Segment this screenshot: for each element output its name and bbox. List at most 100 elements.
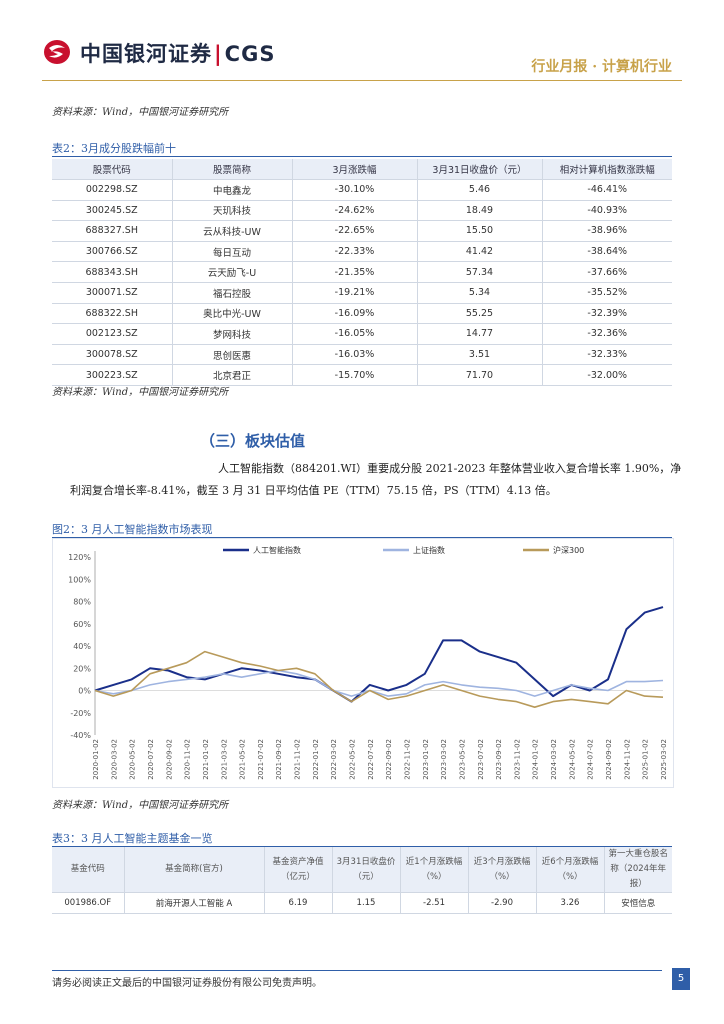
- table-cell: 71.70: [416, 364, 542, 386]
- col-header: 基金简称(官方): [123, 847, 264, 893]
- table-cell: 300223.SZ: [52, 364, 172, 386]
- table-cell: 15.50: [416, 220, 542, 242]
- x-tick-label: 2025-03-02: [660, 739, 668, 780]
- table-cell: 300078.SZ: [52, 344, 172, 366]
- table-cell: -22.33%: [291, 241, 417, 263]
- table-cell: 300071.SZ: [52, 282, 172, 304]
- table-cell: 3.51: [416, 344, 542, 366]
- table3-caption: 表3：3 月人工智能主题基金一览: [52, 832, 213, 845]
- table-row: 688322.SH 奥比中光-UW -16.09% 55.25 -32.39%: [52, 303, 672, 325]
- col-header: 3月31日收盘价（元）: [416, 159, 542, 180]
- company-logo-icon: [44, 40, 70, 64]
- series-line-1: [94, 669, 664, 697]
- section-title: （三）板块估值: [200, 432, 306, 450]
- table-cell: 688322.SH: [52, 303, 172, 325]
- table-cell: -2.51: [399, 892, 468, 914]
- col-header: 股票简称: [171, 159, 292, 180]
- table-cell: -16.05%: [291, 323, 417, 345]
- table-cell: 北京君正: [171, 364, 292, 386]
- x-tick-label: 2023-03-02: [440, 739, 448, 780]
- table-cell: -32.00%: [541, 364, 672, 386]
- table-cell: 天玑科技: [171, 200, 292, 222]
- index-performance-chart: 120% 100% 80% 60% 40% 20% 0% -20% -40%2020-01-02…: [68, 545, 668, 780]
- x-tick-label: 2022-11-02: [403, 739, 411, 780]
- table-cell: 思创医惠: [171, 344, 292, 366]
- x-tick-label: 2021-03-02: [220, 739, 228, 780]
- x-tick-label: 2020-07-02: [147, 739, 155, 780]
- table-row: 002123.SZ 梦网科技 -16.05% 14.77 -32.36%: [52, 323, 672, 345]
- table-row: 001986.OF 前海开源人工智能 A 6.19 1.15 -2.51 -2.90 3.2…: [52, 892, 672, 914]
- table-cell: 688343.SH: [52, 261, 172, 283]
- table-cell: 奥比中光-UW: [171, 303, 292, 325]
- x-tick-label: 2023-01-02: [422, 739, 430, 780]
- x-tick-label: 2024-03-02: [550, 739, 558, 780]
- x-tick-label: 2020-09-02: [165, 739, 173, 780]
- table-cell: 1.15: [331, 892, 400, 914]
- x-tick-label: 2020-05-02: [129, 739, 137, 780]
- table-cell: -21.35%: [291, 261, 417, 283]
- table-row: 300071.SZ 福石控股 -19.21% 5.34 -35.52%: [52, 282, 672, 304]
- col-header: 相对计算机指数涨跌幅: [541, 159, 672, 180]
- x-tick-label: 2022-09-02: [385, 739, 393, 780]
- x-tick-label: 2024-07-02: [587, 739, 595, 780]
- table-row: 300078.SZ 思创医惠 -16.03% 3.51 -32.33%: [52, 344, 672, 366]
- col-header: 股票代码: [52, 159, 172, 180]
- table-cell: -38.64%: [541, 241, 672, 263]
- figure2-caption: 图2：3 月人工智能指数市场表现: [52, 523, 213, 536]
- x-tick-label: 2020-03-02: [110, 739, 118, 780]
- x-tick-label: 2022-05-02: [349, 739, 357, 780]
- table-cell: 中电鑫龙: [171, 179, 292, 201]
- x-tick-label: 2024-01-02: [532, 739, 540, 780]
- table-cell: 55.25: [416, 303, 542, 325]
- table3-header-row: 基金代码 基金简称(官方) 基金资产净值（亿元） 3月31日收盘价（元） 近1个…: [52, 847, 672, 893]
- table-cell: 300245.SZ: [52, 200, 172, 222]
- table3: 基金代码 基金简称(官方) 基金资产净值（亿元） 3月31日收盘价（元） 近1个…: [52, 847, 672, 914]
- table-cell: -19.21%: [291, 282, 417, 304]
- paragraph-line-1: 人工智能指数（884201.WI）重要成分股 2021-2023 年整体营业收入…: [218, 462, 682, 475]
- table-row: 002298.SZ 中电鑫龙 -30.10% 5.46 -46.41%: [52, 179, 672, 201]
- y-tick-label: 80%: [73, 598, 91, 607]
- table-cell: -35.52%: [541, 282, 672, 304]
- series-line-0: [94, 606, 664, 703]
- x-tick-label: 2021-11-02: [294, 739, 302, 780]
- table-cell: 300766.SZ: [52, 241, 172, 263]
- x-tick-label: 2023-09-02: [495, 739, 503, 780]
- table-cell: 14.77: [416, 323, 542, 345]
- x-tick-label: 2023-05-02: [458, 739, 466, 780]
- legend-label: 沪深300: [553, 545, 584, 555]
- y-tick-label: 0%: [78, 687, 91, 696]
- table-cell: 688327.SH: [52, 220, 172, 242]
- x-tick-label: 2021-05-02: [239, 739, 247, 780]
- x-tick-label: 2023-11-02: [513, 739, 521, 780]
- table2: 股票代码 股票简称 3月涨跌幅 3月31日收盘价（元） 相对计算机指数涨跌幅 0…: [52, 159, 672, 386]
- table-cell: 3.26: [535, 892, 604, 914]
- brand-name: CGS: [224, 42, 276, 66]
- x-tick-label: 2022-03-02: [330, 739, 338, 780]
- table-cell: -24.62%: [291, 200, 417, 222]
- table-cell: 002123.SZ: [52, 323, 172, 345]
- table-row: 688343.SH 云天励飞-U -21.35% 57.34 -37.66%: [52, 261, 672, 283]
- source-note-2: 资料来源：Wind，中国银河证券研究所: [52, 387, 229, 398]
- x-tick-label: 2025-01-02: [642, 739, 650, 780]
- footer-divider: [52, 970, 662, 971]
- table-cell: -46.41%: [541, 179, 672, 201]
- paragraph-line-2: 利润复合增长率-8.41%，截至 3 月 31 日平均估值 PE（TTM）75.…: [70, 484, 557, 497]
- source-note-1: 资料来源：Wind，中国银河证券研究所: [52, 107, 229, 118]
- footer-disclaimer: 请务必阅读正文最后的中国银河证券股份有限公司免责声明。: [52, 978, 322, 989]
- x-tick-label: 2021-09-02: [275, 739, 283, 780]
- table-cell: -32.39%: [541, 303, 672, 325]
- legend-label: 上证指数: [413, 545, 445, 555]
- table-cell: 梦网科技: [171, 323, 292, 345]
- y-tick-label: 40%: [73, 642, 91, 651]
- chart-frame: 120% 100% 80% 60% 40% 20% 0% -20% -40% 2020-01-02…: [52, 538, 674, 788]
- x-tick-label: 2024-09-02: [605, 739, 613, 780]
- table-cell: -37.66%: [541, 261, 672, 283]
- col-header: 近3个月涨跌幅（%）: [467, 847, 536, 893]
- table-cell: 福石控股: [171, 282, 292, 304]
- table-cell: -40.93%: [541, 200, 672, 222]
- col-header: 近1个月涨跌幅（%）: [399, 847, 468, 893]
- table-cell: 5.46: [416, 179, 542, 201]
- col-header: 3月涨跌幅: [291, 159, 417, 180]
- y-tick-label: 100%: [68, 575, 91, 584]
- table3-caption-line: [52, 846, 672, 847]
